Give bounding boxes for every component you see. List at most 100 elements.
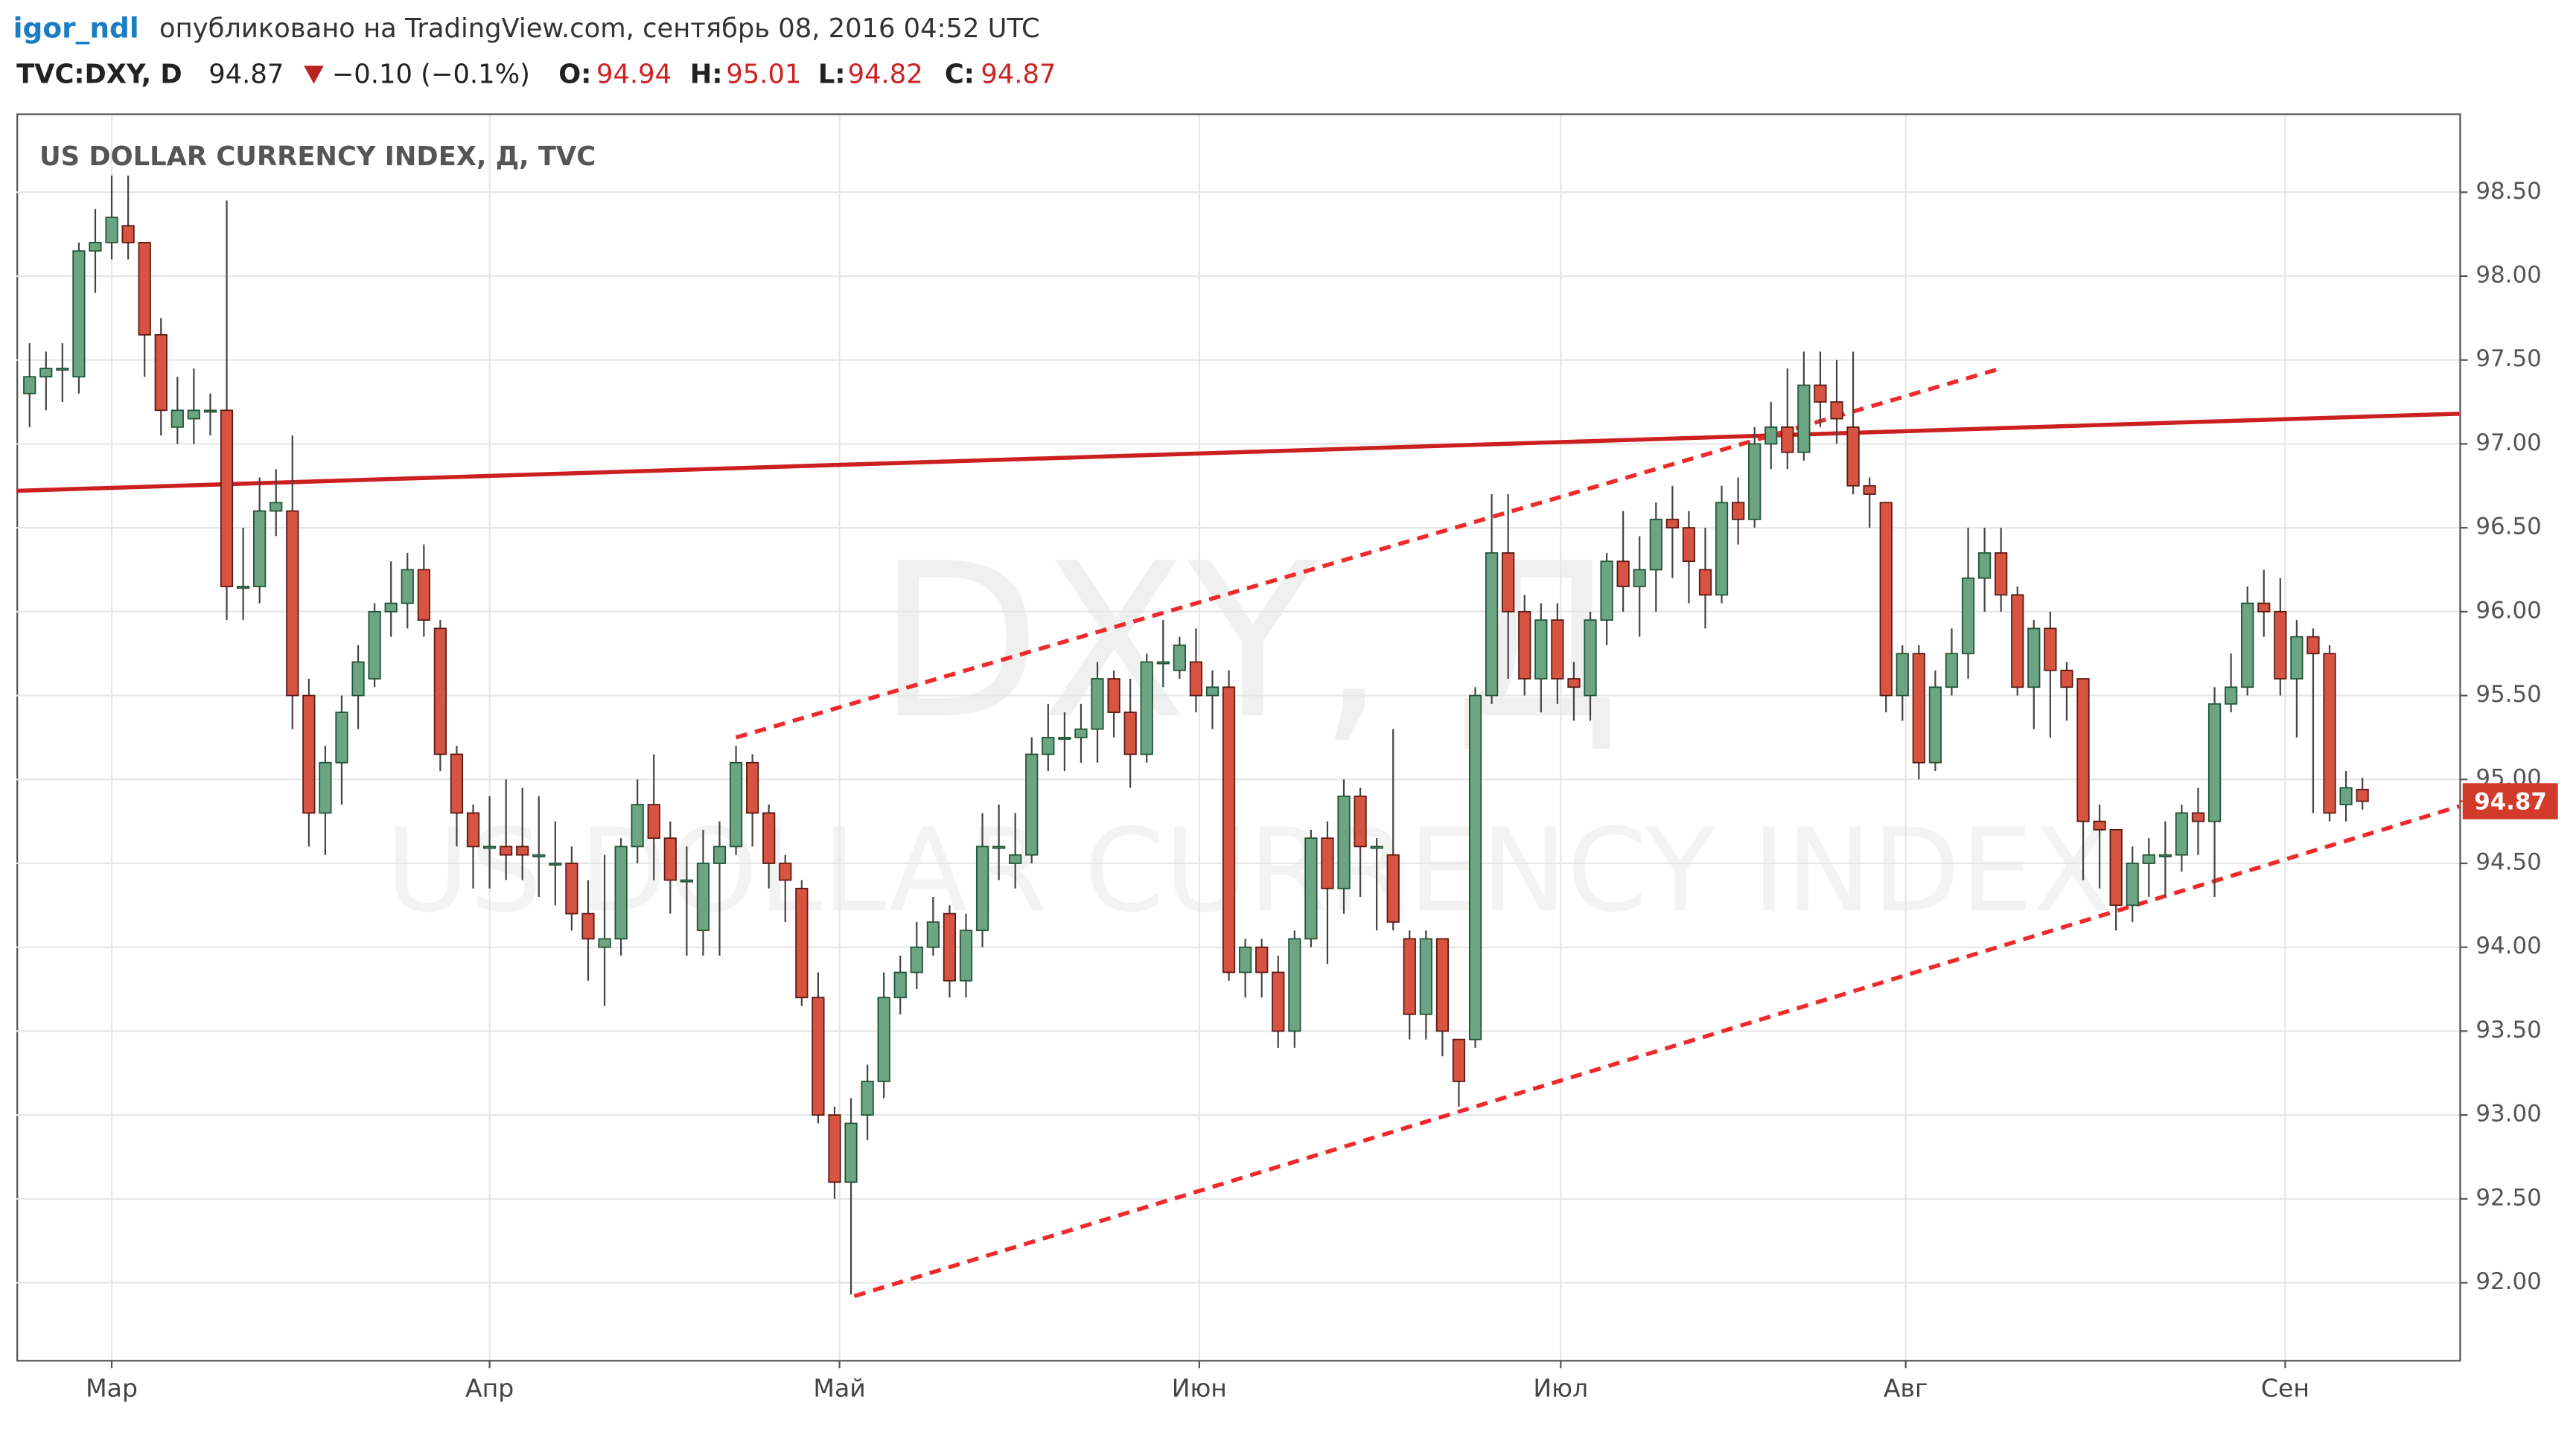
chart-title: US DOLLAR CURRENCY INDEX, Д, TVC bbox=[39, 141, 596, 172]
watermark-subtitle: US DOLLAR CURRENCY INDEX bbox=[386, 805, 2112, 938]
candle-body bbox=[516, 845, 529, 856]
candle-body bbox=[1748, 443, 1762, 520]
candle-body bbox=[1995, 552, 2008, 596]
candle-body bbox=[1468, 694, 1482, 1040]
candle-body bbox=[1354, 795, 1367, 848]
last-price-label: 94.87 bbox=[2474, 788, 2547, 815]
candle-body bbox=[1452, 1038, 1466, 1082]
candle-body bbox=[450, 753, 464, 814]
candle-body bbox=[1502, 552, 1515, 613]
candle-body bbox=[72, 250, 86, 378]
x-tick-label: Мар bbox=[86, 1373, 138, 1402]
candle-body bbox=[1255, 946, 1269, 974]
candle-body bbox=[1715, 502, 1729, 596]
candle-body bbox=[2142, 854, 2155, 864]
candle-body bbox=[1682, 527, 1696, 563]
candle-body bbox=[1534, 619, 1548, 680]
candle-body bbox=[1485, 552, 1499, 697]
candle-body bbox=[2257, 602, 2271, 613]
candle-body bbox=[1222, 686, 1236, 974]
x-tick-label: Июн bbox=[1172, 1373, 1227, 1402]
candle-body bbox=[2207, 703, 2222, 822]
low: 94.82 bbox=[848, 60, 923, 90]
candle-body bbox=[1123, 712, 1137, 755]
candle-body bbox=[1239, 946, 1252, 974]
candle-body bbox=[2306, 636, 2320, 655]
trendline bbox=[735, 366, 2002, 740]
candle-body bbox=[1633, 569, 1646, 587]
candle-body bbox=[39, 368, 53, 378]
candle-body bbox=[795, 887, 809, 999]
candle-body bbox=[1912, 653, 1925, 764]
y-tick-label: 94.00 bbox=[2475, 933, 2541, 959]
y-tick-label: 96.00 bbox=[2475, 597, 2541, 624]
candle-body bbox=[1009, 854, 1022, 864]
candle-body bbox=[2093, 820, 2106, 831]
candle-body bbox=[762, 812, 776, 864]
candle-body bbox=[647, 804, 660, 840]
trendline bbox=[16, 412, 2460, 493]
candle-body bbox=[844, 1122, 858, 1183]
plot-frame bbox=[16, 113, 2461, 1362]
candle-body bbox=[1945, 653, 1959, 688]
candle-body bbox=[1173, 645, 1186, 671]
y-tick-label: 93.00 bbox=[2475, 1101, 2541, 1128]
candle-body bbox=[943, 912, 957, 982]
high-label: H: bbox=[690, 60, 723, 90]
candle-body bbox=[1107, 678, 1120, 713]
candle-body bbox=[1978, 552, 1992, 579]
candle-body bbox=[2076, 678, 2090, 822]
candle-body bbox=[1814, 384, 1827, 403]
candle-body bbox=[812, 997, 825, 1116]
trendline bbox=[853, 804, 2461, 1299]
candle-body bbox=[680, 879, 693, 883]
y-tick-label: 92.00 bbox=[2475, 1268, 2541, 1295]
candle-body bbox=[1272, 971, 1285, 1032]
candle-body bbox=[1386, 854, 1400, 923]
candle-body bbox=[1156, 661, 1170, 665]
candle-body bbox=[236, 586, 250, 589]
x-tick-label: Сен bbox=[2261, 1373, 2309, 1402]
candle-body bbox=[105, 217, 118, 243]
candle-body bbox=[1304, 837, 1318, 940]
candle-body bbox=[23, 376, 36, 394]
candle-body bbox=[1732, 502, 1745, 520]
candle-body bbox=[893, 971, 907, 999]
candle-body bbox=[1797, 384, 1811, 453]
candle-body bbox=[2356, 788, 2369, 802]
candle-body bbox=[663, 837, 677, 881]
candle-body bbox=[433, 627, 447, 755]
candle-body bbox=[2274, 610, 2287, 680]
candle-body bbox=[1879, 502, 1893, 697]
candle-body bbox=[549, 863, 562, 866]
candle-body bbox=[1370, 845, 1383, 849]
x-tick-label: Авг bbox=[1884, 1373, 1928, 1402]
y-tick-label: 96.50 bbox=[2475, 514, 2541, 540]
candle-body bbox=[2290, 636, 2304, 680]
x-tick-label: Апр bbox=[465, 1373, 514, 1402]
candle-body bbox=[2175, 812, 2189, 856]
candle-body bbox=[1419, 938, 1432, 1015]
candle-body bbox=[959, 930, 973, 982]
author[interactable]: igor_ndl bbox=[13, 11, 139, 44]
candle-body bbox=[729, 761, 743, 848]
change: −0.10 (−0.1%) bbox=[332, 60, 530, 90]
candle-body bbox=[877, 997, 890, 1082]
candle-body bbox=[89, 242, 102, 252]
candle-body bbox=[1928, 686, 1942, 764]
candle-body bbox=[253, 510, 267, 587]
candle-body bbox=[319, 761, 332, 814]
candle-body bbox=[1435, 938, 1450, 1032]
y-tick-label: 98.00 bbox=[2475, 261, 2541, 288]
candle-body bbox=[1846, 426, 1860, 487]
candle-body bbox=[302, 694, 316, 814]
candle-body bbox=[712, 845, 727, 864]
candle-body bbox=[910, 946, 923, 974]
candle-body bbox=[138, 242, 151, 336]
candle-body bbox=[1403, 938, 1416, 1015]
candle-body bbox=[2323, 653, 2336, 814]
candle-body bbox=[384, 602, 398, 613]
